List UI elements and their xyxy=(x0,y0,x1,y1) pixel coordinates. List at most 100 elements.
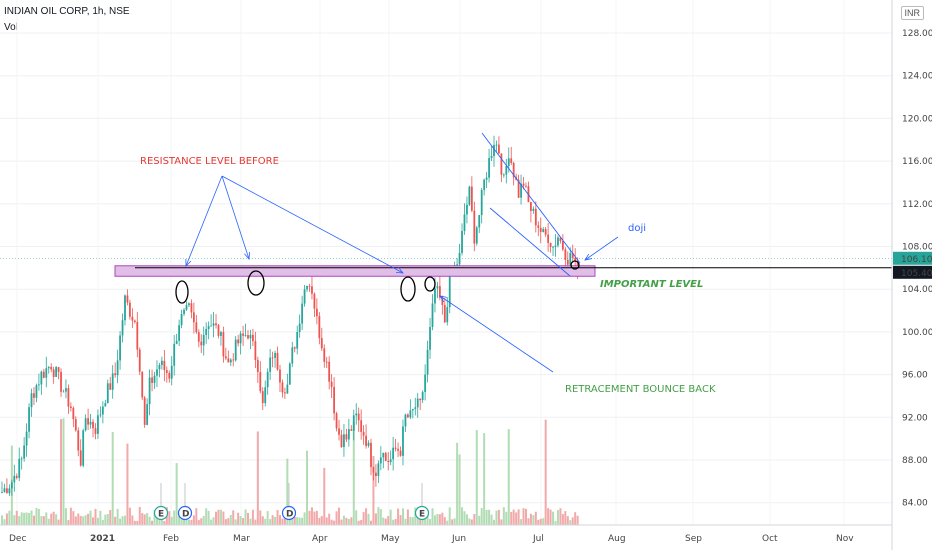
candle-body xyxy=(222,332,225,357)
volume-bar xyxy=(264,518,267,525)
volume-bar xyxy=(527,518,530,525)
candle-body xyxy=(8,488,11,494)
candle-body xyxy=(318,316,321,339)
volume-bar xyxy=(62,418,65,525)
volume-bar xyxy=(160,517,163,525)
doji-arrow-head xyxy=(584,253,592,261)
touch-circle xyxy=(400,276,416,302)
candle-body xyxy=(259,372,262,392)
volume-bar xyxy=(468,518,471,525)
candle-body xyxy=(561,240,564,250)
candle-body xyxy=(116,360,119,376)
candle-body xyxy=(106,383,109,404)
volume-bar xyxy=(505,511,508,525)
volume-bar xyxy=(399,515,402,525)
candle-body xyxy=(355,413,358,416)
volume-bar xyxy=(478,515,481,525)
candle-body xyxy=(146,404,149,425)
candle-body xyxy=(446,307,449,323)
volume-bar xyxy=(517,509,520,525)
candle-body xyxy=(40,371,43,385)
candle-body xyxy=(271,357,274,359)
volume-bar xyxy=(552,511,555,525)
volume-bar xyxy=(239,516,242,525)
candle-body xyxy=(65,388,67,392)
volume-bar xyxy=(276,510,279,525)
candle-body xyxy=(463,214,466,232)
volume-bar xyxy=(561,514,564,525)
candle-body xyxy=(498,144,500,154)
volume-bar xyxy=(401,508,404,525)
annotation-2: RETRACEMENT BOUNCE BACK xyxy=(565,384,716,395)
event-marker-label: E xyxy=(419,510,425,520)
candle-body xyxy=(284,392,286,394)
volume-bar xyxy=(522,508,525,525)
event-marker-label: E xyxy=(158,510,164,520)
event-marker xyxy=(153,505,169,521)
volume-bar xyxy=(153,510,156,525)
volume-bar xyxy=(362,512,365,525)
price-axis: 84.00 88.00 92.00 96.00 100.00 104.00 108.00 11… xyxy=(891,0,932,550)
candle-body xyxy=(38,384,40,386)
candle-body xyxy=(485,177,488,180)
volume-bar xyxy=(136,520,139,525)
x-tick-label: May xyxy=(381,534,400,544)
x-tick-label: Mar xyxy=(233,534,250,544)
volume-bar xyxy=(411,517,414,525)
candle-body xyxy=(188,303,190,306)
candle-body xyxy=(131,316,134,321)
candle-body xyxy=(197,332,200,342)
candle-body xyxy=(552,246,554,248)
candle-body xyxy=(242,333,244,336)
candle-body xyxy=(158,364,161,370)
volume-bar xyxy=(426,510,429,525)
volume-bar xyxy=(475,430,478,525)
volume-bar xyxy=(42,516,45,525)
candle-body xyxy=(97,415,99,434)
volume-bar xyxy=(293,516,296,525)
candle-body xyxy=(6,488,8,494)
candle-body xyxy=(1,492,3,493)
x-tick-label: Jun xyxy=(451,534,466,544)
candle-body xyxy=(50,366,53,370)
volume-bar xyxy=(357,520,360,525)
y-tick-label: 84.00 xyxy=(902,499,928,509)
volume-bar xyxy=(306,450,309,525)
candle-body xyxy=(232,359,235,361)
volume-bar xyxy=(82,516,85,525)
candle-body xyxy=(384,452,387,462)
candle-body xyxy=(200,341,203,346)
volume-bar xyxy=(330,519,333,525)
candle-body xyxy=(394,447,397,449)
volume-bar xyxy=(556,510,559,525)
candle-body xyxy=(313,293,316,309)
volume-bar xyxy=(55,514,58,525)
currency-badge[interactable]: INR xyxy=(900,6,924,20)
volume-bar xyxy=(266,511,269,525)
volume-bar xyxy=(323,467,326,525)
volume-bar xyxy=(119,518,122,525)
candle-body xyxy=(153,375,156,383)
y-tick-label: 128.00 xyxy=(902,29,932,39)
candle-body xyxy=(571,253,574,258)
candle-body xyxy=(532,208,535,211)
candle-body xyxy=(493,144,495,157)
volume-bar xyxy=(237,512,240,525)
candle-body xyxy=(441,297,444,305)
volume-bar xyxy=(429,519,432,525)
volume-bar xyxy=(488,509,491,525)
volume-bar xyxy=(559,508,562,525)
candle-body xyxy=(30,393,33,408)
volume-bar xyxy=(456,442,459,525)
volume-bar xyxy=(520,519,523,525)
candle-body xyxy=(205,328,208,335)
volume-bar xyxy=(379,509,382,525)
volume-bar xyxy=(534,511,537,525)
candle-body xyxy=(539,227,542,232)
candle-body xyxy=(389,459,392,463)
x-tick-label: 2021 xyxy=(90,534,115,544)
volume-bar xyxy=(500,519,503,525)
candle-body xyxy=(569,253,572,265)
volume-bar xyxy=(308,510,311,525)
